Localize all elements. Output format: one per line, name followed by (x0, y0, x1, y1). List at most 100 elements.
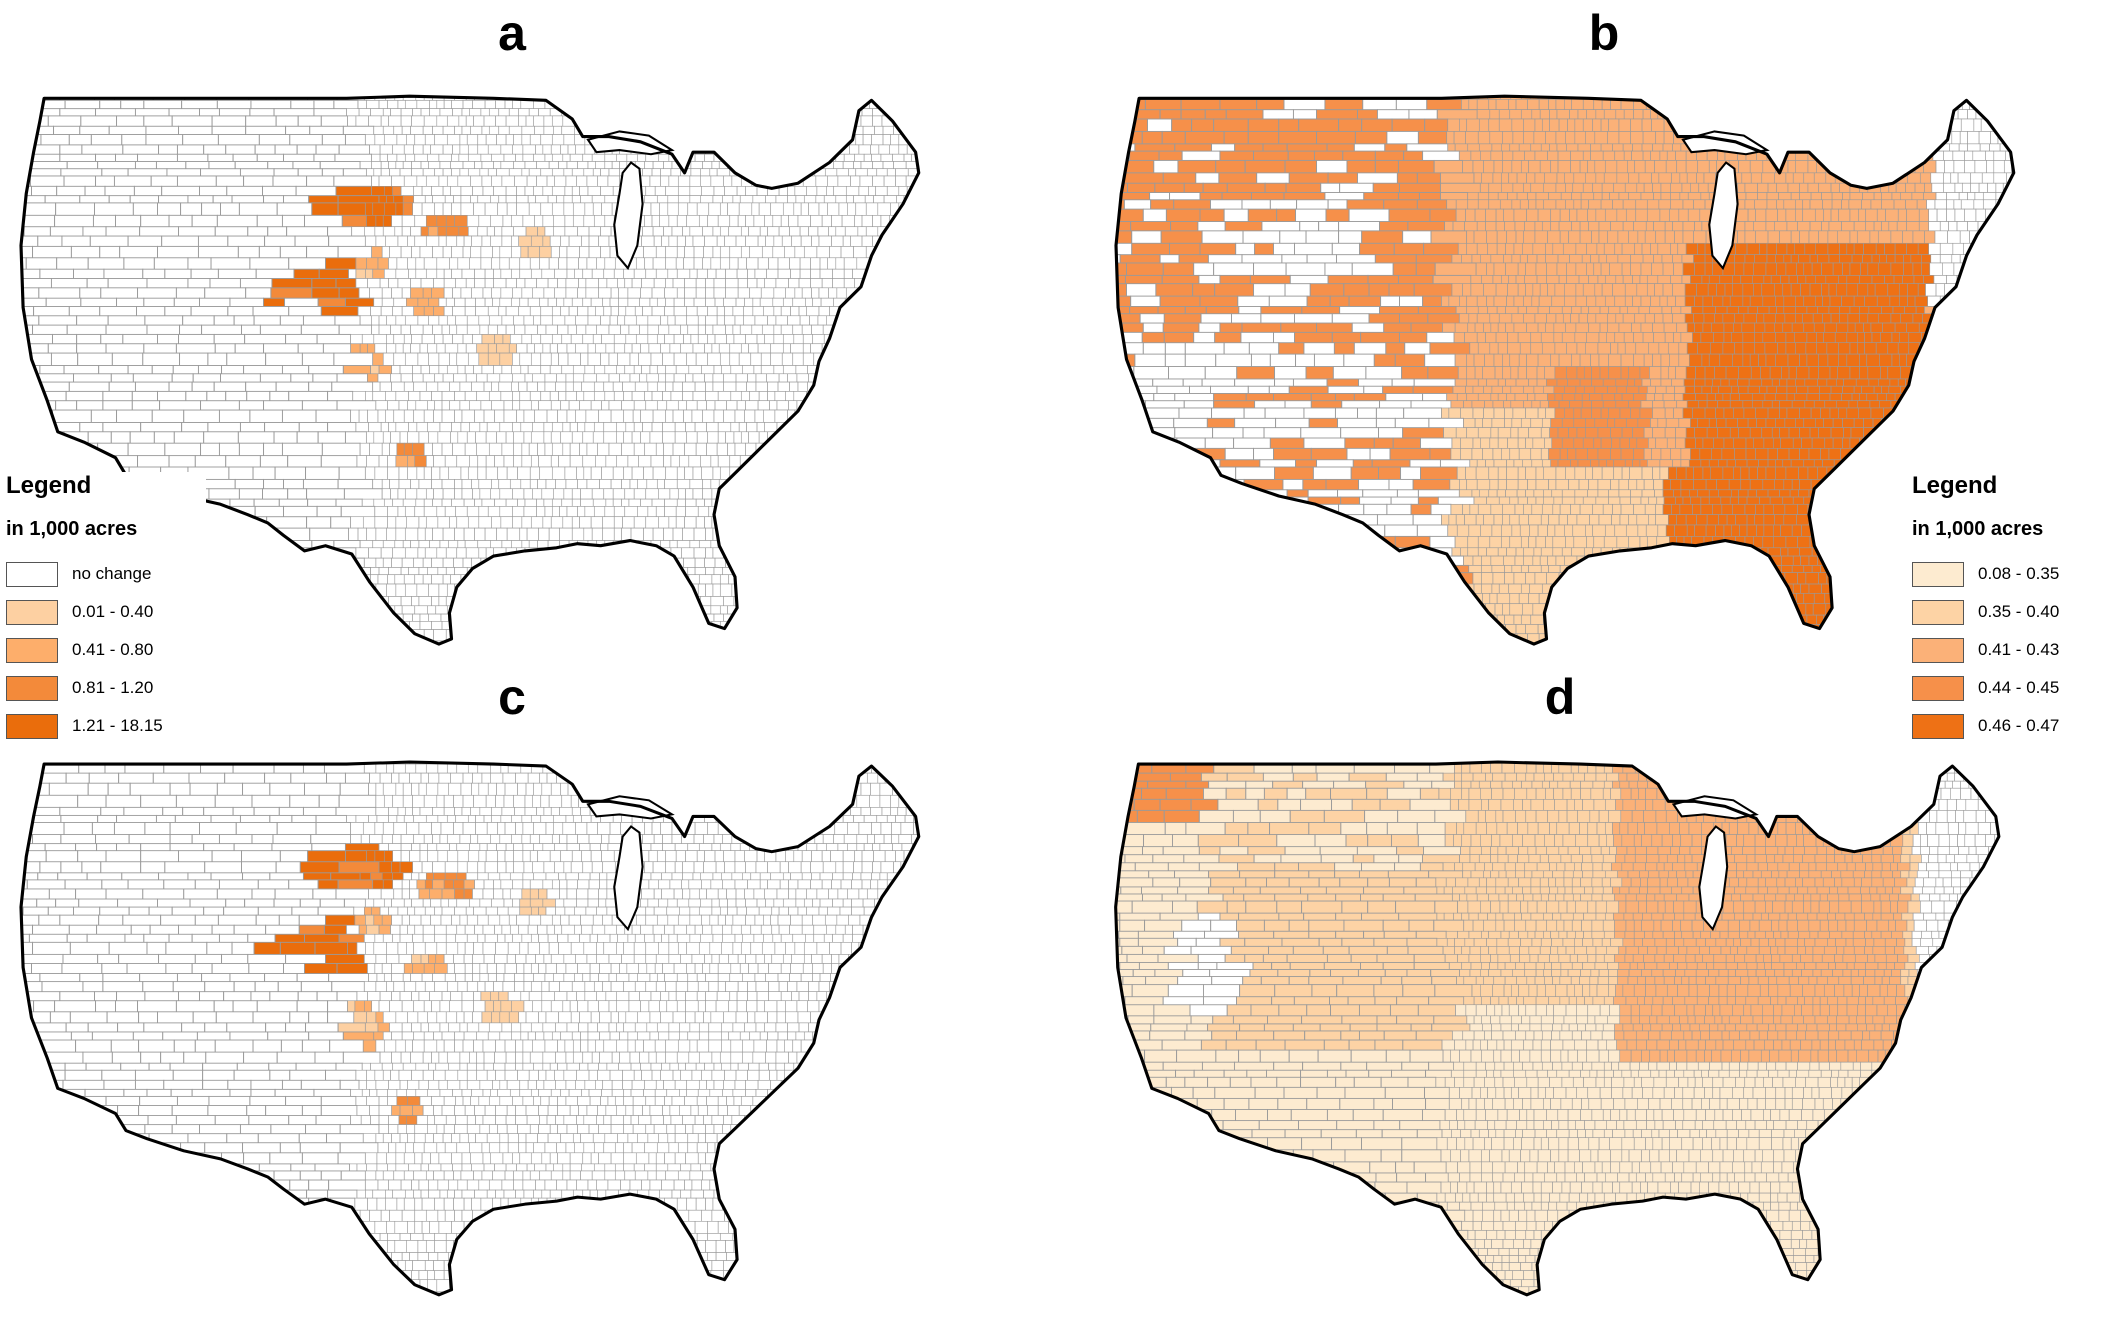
county (821, 215, 832, 228)
county (490, 215, 504, 228)
county (786, 613, 797, 622)
county (498, 108, 510, 117)
county (608, 373, 620, 383)
county (940, 334, 951, 343)
county (881, 334, 891, 345)
county (883, 306, 892, 317)
county (451, 246, 464, 259)
county (551, 583, 566, 597)
county (950, 366, 962, 374)
county (863, 315, 872, 326)
county (744, 653, 756, 663)
county (820, 115, 833, 127)
county (793, 422, 805, 433)
county (401, 215, 416, 228)
county (477, 226, 488, 237)
county (853, 246, 867, 259)
county (403, 574, 416, 585)
county (422, 373, 436, 383)
county (697, 334, 709, 345)
county (622, 516, 635, 529)
county (936, 641, 944, 653)
map-panel-b (1095, 90, 2128, 670)
county (2123, 90, 2128, 99)
county (622, 381, 636, 392)
county (745, 235, 759, 247)
county (1027, 467, 1040, 479)
county (826, 186, 835, 196)
county (1003, 506, 1012, 516)
county (1034, 135, 1041, 145)
county (701, 466, 714, 480)
county (557, 547, 567, 559)
county (566, 343, 576, 354)
county (669, 605, 681, 615)
county (478, 547, 487, 559)
county (1970, 96, 1982, 100)
county (882, 134, 891, 146)
county (645, 186, 656, 196)
county (926, 528, 939, 540)
county (665, 409, 674, 423)
county (644, 391, 653, 402)
county (1011, 630, 1023, 641)
county (860, 567, 871, 576)
county (541, 640, 555, 645)
county (432, 653, 439, 663)
county (858, 422, 869, 433)
county (614, 613, 626, 622)
county (508, 108, 520, 117)
county (393, 409, 405, 423)
county (1023, 186, 1036, 195)
county (486, 422, 501, 433)
county (539, 257, 550, 270)
county (460, 466, 469, 480)
county (474, 527, 486, 541)
county (667, 202, 679, 216)
county (967, 374, 975, 382)
county (410, 287, 424, 299)
county (1008, 596, 1017, 605)
county (743, 583, 754, 597)
county (834, 466, 846, 480)
county (1000, 596, 1008, 605)
county (942, 325, 949, 334)
county (669, 621, 679, 630)
county (664, 306, 675, 317)
county (645, 153, 659, 162)
county (787, 186, 796, 196)
county (802, 134, 812, 146)
county (705, 315, 718, 326)
county (797, 100, 807, 109)
county (914, 195, 919, 204)
county (488, 108, 500, 117)
county (775, 153, 784, 162)
county (754, 268, 767, 279)
county (849, 442, 859, 456)
county (697, 315, 706, 326)
county (697, 324, 706, 335)
county (565, 640, 575, 645)
county (881, 664, 892, 670)
county (416, 488, 427, 500)
county (739, 488, 749, 500)
county (913, 343, 919, 354)
county (436, 257, 450, 270)
county (404, 100, 418, 109)
county (417, 547, 426, 559)
county (644, 653, 657, 663)
county (796, 621, 806, 630)
county (870, 343, 882, 354)
county (772, 297, 784, 307)
county (410, 540, 420, 549)
county (449, 516, 458, 529)
county (476, 567, 490, 576)
county (564, 583, 577, 597)
county (400, 115, 412, 127)
county (912, 557, 919, 568)
county (770, 455, 784, 468)
county (855, 431, 865, 444)
county (847, 583, 859, 597)
county (1011, 227, 1018, 236)
county (817, 506, 829, 518)
